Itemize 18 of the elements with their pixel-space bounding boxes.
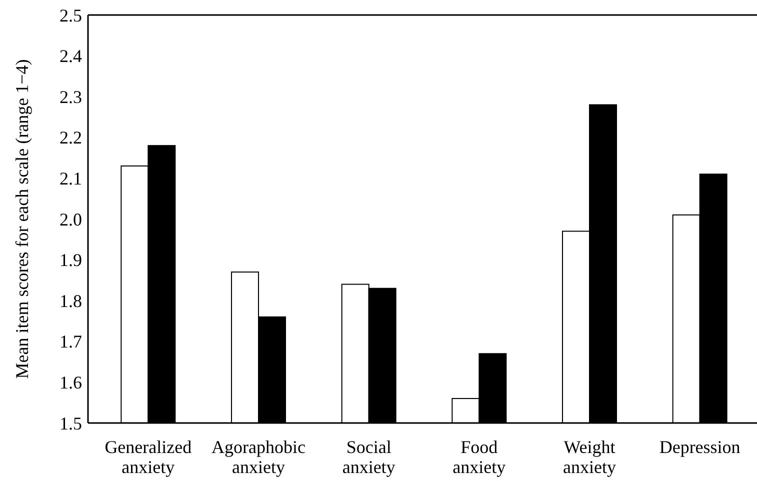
x-tick-label: Generalized anxiety xyxy=(104,437,192,477)
y-axis-title: Mean item scores for each scale (range 1−4) xyxy=(12,59,32,379)
x-tick-label: Depression xyxy=(659,437,740,457)
y-tick-label: 1.6 xyxy=(60,372,82,392)
y-tick-label: 2.4 xyxy=(60,46,82,66)
y-tick-label: 1.7 xyxy=(60,332,82,352)
y-tick-label: 1.5 xyxy=(60,413,82,434)
x-tick-label: Food anxiety xyxy=(452,437,506,477)
x-tick-label: Agoraphobic anxiety xyxy=(212,437,306,477)
y-tick-label: 1.8 xyxy=(60,290,82,311)
y-tick-label: 2.3 xyxy=(60,86,82,107)
y-tick-label: 2.5 xyxy=(60,5,82,26)
y-tick-label: 2.2 xyxy=(60,128,82,148)
x-tick-label: Weight anxiety xyxy=(563,437,616,477)
y-tick-label: 1.9 xyxy=(60,250,82,270)
y-tick-label: 2.0 xyxy=(60,209,82,230)
x-tick-label: Social anxiety xyxy=(342,437,396,477)
y-tick-label: 2.1 xyxy=(60,168,82,188)
